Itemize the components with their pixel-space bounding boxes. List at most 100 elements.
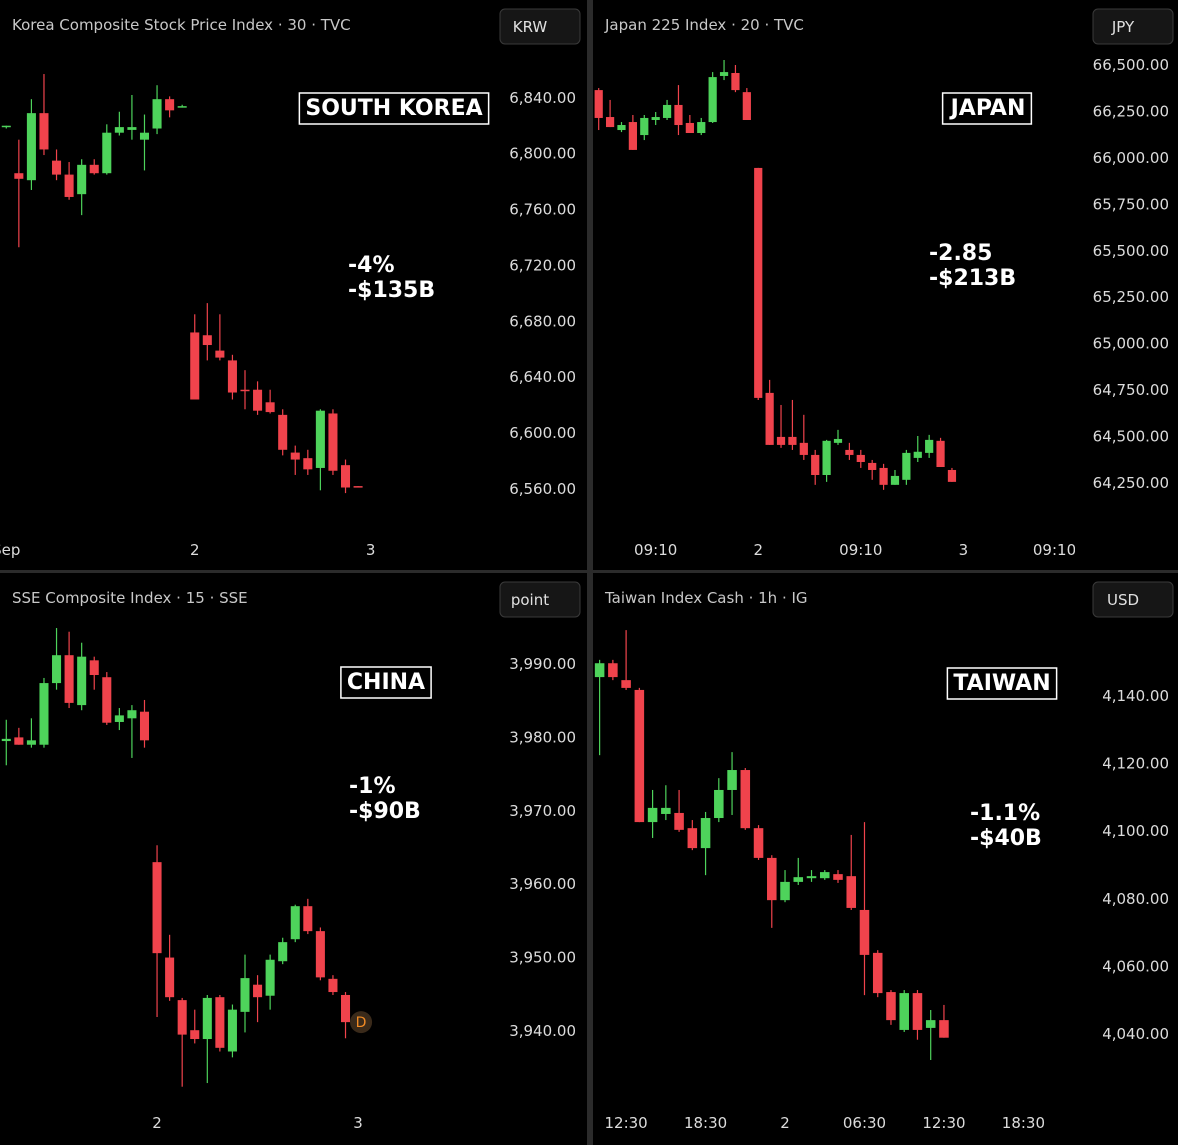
currency-button[interactable] [499, 8, 581, 45]
candle-body [886, 992, 896, 1021]
candle-body [765, 392, 774, 445]
y-tick-label: 65,250.00 [1093, 288, 1169, 306]
candle-body [353, 486, 363, 488]
y-tick-label: 4,080.00 [1102, 890, 1169, 908]
candle-body [799, 442, 808, 455]
candle-body [708, 77, 717, 123]
candle-body [127, 127, 137, 130]
y-tick-label: 4,060.00 [1102, 957, 1169, 975]
x-tick-label: 3 [366, 541, 376, 559]
x-axis: 12:30 18:30 2 06:30 12:30 18:30 [604, 1114, 1045, 1132]
country-box [298, 92, 490, 125]
candle-body [14, 173, 24, 179]
candle-body [754, 167, 763, 398]
x-axis: 09:10 2 09:10 3 09:10 [634, 541, 1076, 559]
marker-label: D [356, 1015, 367, 1031]
candle-body [780, 881, 790, 901]
candle-body [177, 106, 187, 108]
x-tick-label: 2 [190, 541, 200, 559]
candle-body [634, 689, 645, 823]
candle-body [879, 467, 888, 485]
currency-label: point [511, 591, 549, 609]
candle-body [1, 738, 11, 742]
candle-body [328, 978, 338, 993]
x-tick-label: 18:30 [684, 1114, 727, 1132]
candle-body [1, 125, 11, 128]
candle-body [89, 660, 99, 676]
country-label: CHINA [347, 670, 425, 695]
candle-body [674, 104, 683, 126]
panel-background [593, 573, 1178, 1145]
candle-body [240, 978, 250, 1012]
candle-body [303, 458, 313, 470]
y-tick-label: 64,500.00 [1093, 428, 1169, 446]
y-tick-label: 3,990.00 [509, 655, 576, 673]
y-tick-label: 4,140.00 [1102, 687, 1169, 705]
country-box [340, 666, 432, 699]
candle-body [127, 710, 137, 719]
candle-body [833, 438, 843, 443]
currency-button[interactable] [1092, 8, 1174, 45]
y-tick-label: 3,980.00 [509, 728, 576, 746]
x-tick-label: 18:30 [1002, 1114, 1045, 1132]
candle-body [767, 857, 777, 901]
currency-label: USD [1107, 591, 1139, 609]
candle-body [621, 680, 631, 688]
candle-body [608, 663, 618, 678]
country-box [941, 92, 1033, 125]
annotation: -1.1% [970, 801, 1040, 826]
candle-body [731, 73, 740, 91]
x-tick-label: 2 [780, 1114, 790, 1132]
x-tick-label: 3 [959, 541, 969, 559]
candle-body [227, 1009, 237, 1052]
candle-body [936, 440, 945, 468]
candle-body [265, 402, 275, 413]
y-tick-label: 66,500.00 [1093, 56, 1169, 74]
y-tick-label: 4,100.00 [1102, 822, 1169, 840]
country-label: JAPAN [949, 96, 1026, 121]
candle-body [742, 92, 751, 121]
y-tick-label: 6,760.00 [509, 201, 576, 219]
annotation: -$135B [348, 278, 435, 303]
candle-body [719, 72, 729, 76]
annotation: -$213B [929, 266, 1016, 291]
chart-panel: Korea Composite Stock Price Index · 30 ·… [0, 0, 587, 570]
candles [1, 74, 363, 494]
candle-body [727, 770, 737, 790]
candle-body [662, 104, 672, 118]
candle-body [594, 663, 605, 678]
candle-body [114, 127, 124, 133]
currency-button[interactable] [499, 581, 581, 618]
candle-body [661, 807, 671, 814]
currency-button[interactable] [1092, 581, 1174, 618]
candle-body [315, 410, 325, 468]
candle-body [227, 360, 237, 393]
candles [594, 630, 949, 1061]
y-tick-label: 66,000.00 [1093, 149, 1169, 167]
country-label: TAIWAN [953, 671, 1050, 696]
candle-body [278, 942, 288, 962]
candle-body [872, 952, 883, 994]
annotation: -$40B [970, 826, 1042, 851]
candle-body [102, 132, 112, 174]
candle-body [139, 711, 150, 741]
candle-body [240, 389, 250, 392]
x-tick-label: Sep [0, 541, 20, 559]
x-tick-label: 12:30 [922, 1114, 965, 1132]
y-tick-label: 3,950.00 [509, 949, 576, 967]
y-tick-label: 6,800.00 [509, 145, 576, 163]
candle-body [290, 452, 300, 460]
x-axis: Sep 2 3 [0, 541, 375, 559]
candle-body [64, 174, 74, 197]
candle-body [868, 462, 877, 470]
candle-body [925, 439, 934, 453]
x-tick-label: 09:10 [1033, 541, 1076, 559]
candle-body [753, 828, 764, 858]
candle-body [190, 1030, 200, 1040]
candle-body [793, 877, 804, 882]
candle-body [39, 683, 49, 745]
candle-body [697, 122, 706, 134]
currency-label: KRW [513, 18, 548, 36]
candle-body [202, 997, 212, 1040]
